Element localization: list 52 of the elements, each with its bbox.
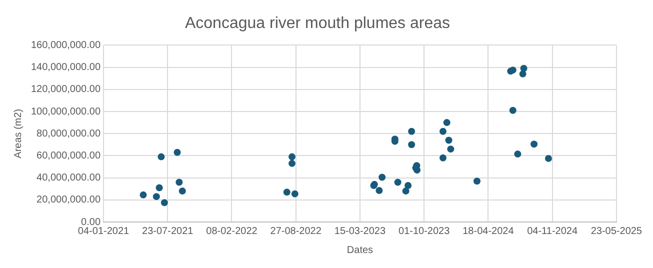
y-tick-label: 40,000,000.00	[36, 172, 101, 184]
point	[140, 191, 147, 198]
point	[439, 154, 446, 162]
y-tick-label: 120,000,000.00	[30, 84, 101, 96]
y-tick-label: 160,000,000.00	[30, 40, 101, 51]
point	[544, 154, 552, 162]
x-tick-label: 27-08-2022	[270, 226, 322, 237]
point	[439, 128, 446, 135]
x-tick-label: 23-07-2021	[142, 226, 194, 237]
x-tick-label: 01-10-2023	[398, 226, 450, 237]
y-tick-label: 140,000,000.00	[30, 62, 101, 74]
y-tick-label: 100,000,000.00	[30, 106, 101, 118]
y-tick-label: 20,000,000.00	[36, 194, 101, 206]
x-tick-label: 23-05-2025	[590, 226, 642, 237]
point	[156, 184, 163, 192]
point	[443, 119, 450, 126]
x-tick-label: 15-03-2023	[334, 226, 386, 237]
point	[176, 178, 183, 186]
point	[288, 160, 296, 167]
point	[376, 187, 383, 194]
point	[178, 188, 186, 195]
point	[408, 128, 416, 135]
point	[519, 70, 526, 78]
point	[404, 182, 412, 190]
point	[445, 136, 452, 144]
point	[473, 178, 480, 185]
point	[291, 190, 298, 198]
x-tick-label: 04-01-2021	[78, 226, 130, 237]
point	[174, 148, 181, 156]
point	[158, 153, 165, 160]
y-tick-label: 80,000,000.00	[36, 128, 101, 140]
y-axis-title: Areas (m2)	[12, 108, 24, 158]
point	[530, 140, 538, 148]
x-tick-label: 08-02-2022	[206, 226, 258, 237]
point	[447, 146, 454, 153]
point	[514, 150, 522, 158]
point	[283, 188, 290, 196]
point	[402, 188, 410, 195]
point	[378, 174, 386, 181]
point	[408, 141, 416, 148]
point	[414, 166, 421, 174]
point	[509, 106, 516, 114]
x-tick-label: 18-04-2024	[462, 226, 514, 237]
point	[152, 193, 160, 200]
point	[394, 178, 402, 186]
point	[160, 199, 168, 206]
chart-title: Aconcagua river mouth plumes areas	[184, 15, 450, 32]
point	[288, 153, 296, 160]
x-axis-title: Dates	[346, 244, 374, 256]
y-tick-label: 0.00	[81, 216, 101, 228]
x-tick-label: 04-11-2024	[527, 226, 578, 237]
y-tick-label: 60,000,000.00	[36, 150, 101, 162]
